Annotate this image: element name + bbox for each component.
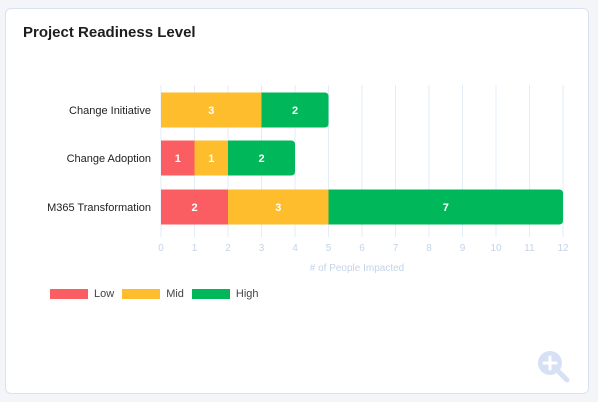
legend-swatch	[122, 289, 161, 299]
bar-segment-mid[interactable]	[161, 92, 262, 128]
x-tick-label: 4	[292, 243, 298, 254]
category-label: Change Initiative	[69, 105, 151, 117]
x-tick-label: 11	[524, 243, 535, 254]
labels: 0 1 2 3 4 5 6 7 8 9 10 11 12# of People ImpactedChan…	[47, 105, 569, 274]
x-tick-label: 10	[490, 243, 502, 254]
x-tick-label: 1	[192, 243, 198, 254]
bar-segment-high[interactable]	[228, 140, 295, 176]
data-label: 7	[443, 202, 449, 214]
bar-segment-mid[interactable]	[194, 140, 229, 176]
legend-swatch	[191, 289, 230, 299]
x-tick-label: 6	[359, 243, 365, 254]
zoom-in-icon	[538, 351, 570, 383]
data-label: 3	[275, 202, 281, 214]
zoom-button[interactable]	[534, 347, 572, 385]
legend-label: High	[235, 288, 259, 300]
x-tick-label: 9	[460, 243, 466, 254]
legend-item-high[interactable]: High	[191, 288, 259, 300]
x-tick-label: 7	[393, 243, 399, 254]
bar-segment-low[interactable]	[161, 140, 195, 176]
chart-card: Project Readiness Level 0 1 2 3 4 5 6 7 8 9 10 11 12…	[5, 8, 589, 394]
bar-segment-low[interactable]	[161, 189, 228, 225]
chart-title: Project Readiness Level	[23, 24, 196, 41]
x-tick-label: 12	[557, 243, 569, 254]
legend-label: Low	[94, 288, 115, 300]
x-tick-label: 0	[158, 243, 164, 254]
bars	[161, 92, 564, 225]
stacked-bar-chart: 0 1 2 3 4 5 6 7 8 9 10 11 12# of People ImpactedChan…	[47, 85, 569, 274]
data-label: 2	[292, 105, 298, 117]
x-axis-title: # of People Impacted	[310, 263, 405, 274]
x-tick-label: 8	[426, 243, 432, 254]
data-label: 2	[258, 153, 264, 165]
data-label: 1	[175, 153, 181, 165]
category-label: M365 Transformation	[47, 202, 151, 214]
x-tick-label: 2	[225, 243, 231, 254]
category-label: Change Adoption	[67, 153, 151, 165]
legend-label: Mid	[166, 288, 184, 300]
chart-legend: Low Mid High	[50, 288, 267, 300]
legend-item-mid[interactable]: Mid	[122, 288, 184, 300]
bar-segment-high[interactable]	[261, 92, 329, 128]
data-label: 1	[208, 153, 214, 165]
data-label: 2	[191, 202, 197, 214]
bar-segment-high[interactable]	[328, 189, 564, 225]
data-label: 3	[208, 105, 214, 117]
x-tick-label: 3	[259, 243, 265, 254]
x-tick-label: 5	[326, 243, 332, 254]
legend-item-low[interactable]: Low	[50, 288, 114, 300]
legend-swatch	[50, 289, 88, 299]
bar-segment-mid[interactable]	[228, 189, 329, 225]
